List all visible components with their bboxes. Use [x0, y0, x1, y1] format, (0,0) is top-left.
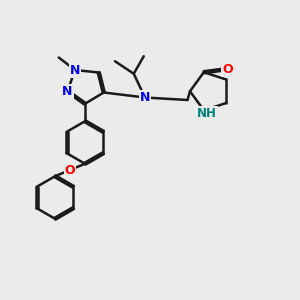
Text: NH: NH	[197, 107, 217, 120]
Text: N: N	[62, 85, 73, 98]
Text: N: N	[70, 64, 80, 76]
Text: O: O	[65, 164, 75, 176]
Text: O: O	[222, 63, 233, 76]
Text: N: N	[140, 91, 150, 104]
